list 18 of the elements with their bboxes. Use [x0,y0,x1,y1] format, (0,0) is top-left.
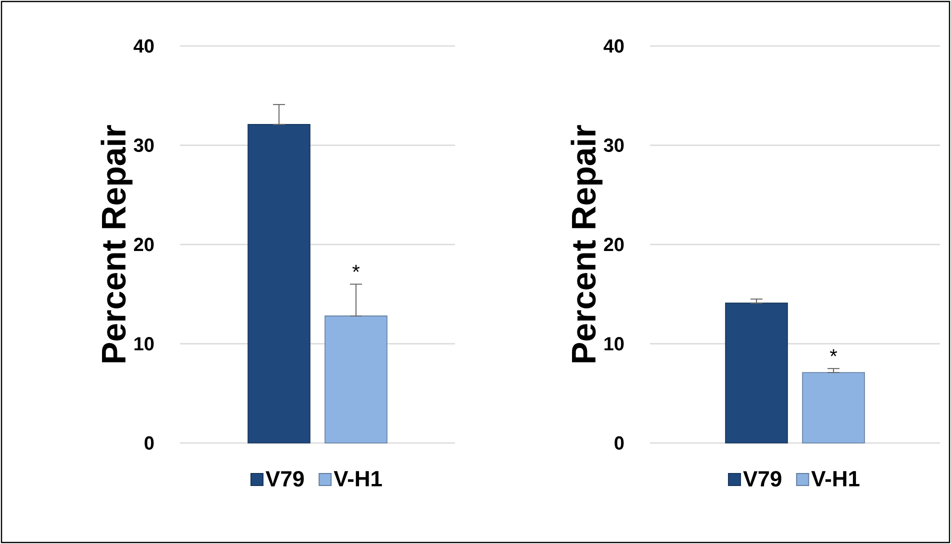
legend-label: V-H1 [811,471,860,486]
y-axis-title: Percent Repair [100,125,132,362]
y-axis-title: Percent Repair [570,125,602,362]
legend-label: V79 [266,471,304,487]
annotation: * [830,349,838,356]
y-tick-label: 0 [144,436,154,450]
y-tick-label: 20 [604,238,624,252]
annotation: * [352,264,360,272]
y-tick-label: 20 [134,238,154,252]
legend-label: V-H1 [334,471,382,486]
legend-label: V79 [743,471,782,487]
y-tick-label: 0 [614,436,624,450]
y-tick-label: 30 [134,138,154,152]
y-tick-label: 30 [604,138,624,152]
y-tick-label: 10 [134,337,154,350]
y-tick-label: 40 [604,39,624,53]
y-tick-label: 10 [604,337,624,350]
y-tick-label: 40 [134,39,154,53]
